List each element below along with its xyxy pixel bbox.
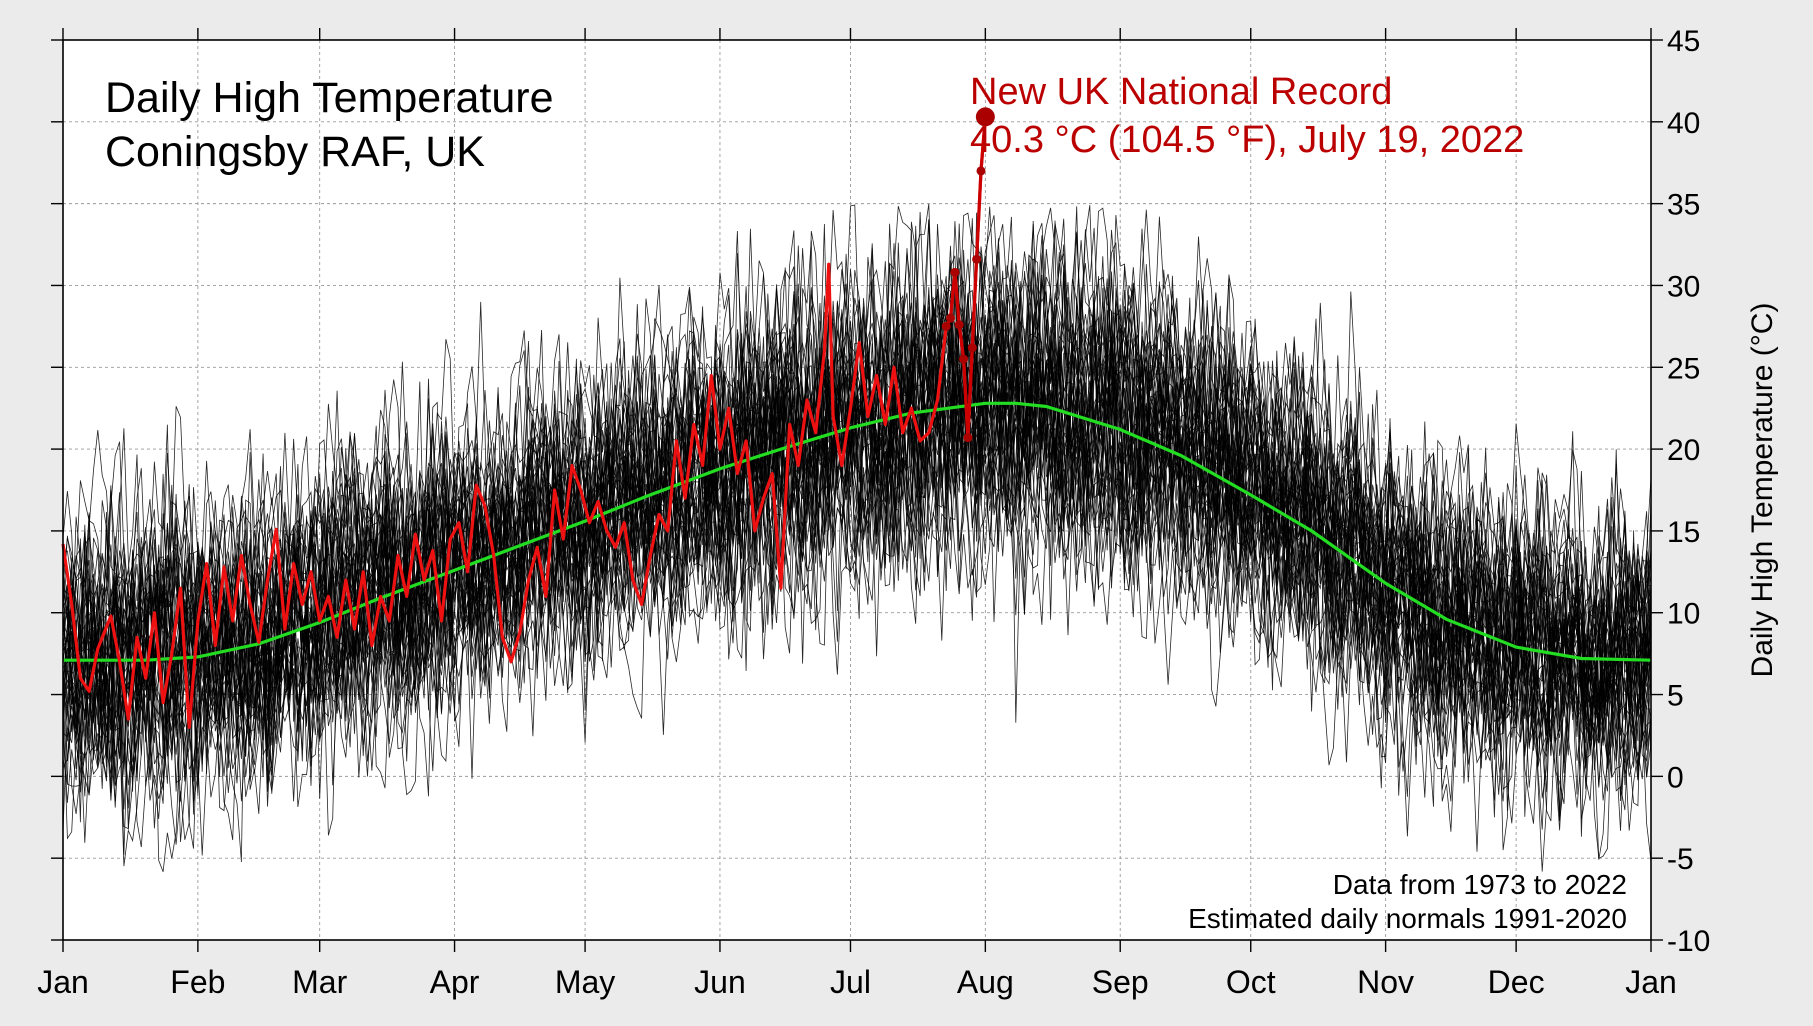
x-tick-label: Sep bbox=[1092, 964, 1149, 1000]
x-tick-label: Mar bbox=[292, 964, 347, 1000]
x-tick-label: Dec bbox=[1488, 964, 1545, 1000]
x-tick-label: Jul bbox=[830, 964, 871, 1000]
axis-ticks: Jan Feb Mar Apr May Jun Jul Aug Sep Oct Nov Dec Jan 4… bbox=[37, 25, 1710, 1000]
historical-year-line bbox=[62, 238, 1652, 849]
record-annotation-line2: 40.3 °C (104.5 °F), July 19, 2022 bbox=[970, 119, 1524, 161]
normal-series-line bbox=[63, 401, 1652, 662]
heatwave-point-marker bbox=[941, 321, 951, 331]
x-tick-label: Apr bbox=[430, 964, 480, 1000]
normal-series-group bbox=[63, 401, 1652, 662]
x-tick-label: Oct bbox=[1226, 964, 1276, 1000]
chart-subtitle: Coningsby RAF, UK bbox=[105, 128, 485, 176]
historical-year-line bbox=[62, 255, 1652, 781]
historical-year-line bbox=[62, 203, 1652, 863]
y-tick-label: 35 bbox=[1667, 189, 1700, 222]
historical-year-line bbox=[62, 269, 1652, 825]
historical-year-line bbox=[62, 299, 1652, 799]
historical-year-line bbox=[62, 289, 1652, 836]
chart-title: Daily High Temperature bbox=[105, 74, 554, 122]
historical-year-line bbox=[62, 221, 1652, 782]
y-tick-label: 15 bbox=[1667, 516, 1700, 549]
historical-year-line bbox=[62, 218, 1652, 824]
y-tick-label: 20 bbox=[1667, 434, 1700, 467]
heatwave-point-marker bbox=[963, 433, 973, 443]
y-tick-label: -10 bbox=[1667, 925, 1710, 958]
heatwave-point-marker bbox=[967, 343, 977, 353]
x-tick-label: Jun bbox=[694, 964, 746, 1000]
y-tick-label: 25 bbox=[1667, 352, 1700, 385]
historical-year-line bbox=[62, 215, 1652, 809]
heatwave-point-marker bbox=[954, 320, 964, 330]
heatwave-line bbox=[944, 116, 987, 438]
series-2022-group bbox=[61, 107, 995, 729]
x-tick-label: Jan bbox=[1625, 964, 1677, 1000]
historical-series-group bbox=[62, 203, 1652, 872]
y-tick-label: 45 bbox=[1667, 25, 1700, 58]
heatwave-point-marker bbox=[946, 313, 956, 323]
x-tick-label: May bbox=[555, 964, 615, 1000]
y-tick-label: -5 bbox=[1667, 843, 1694, 876]
y-tick-label: 10 bbox=[1667, 598, 1700, 631]
heatwave-point-marker bbox=[972, 254, 982, 264]
heatwave-point-marker bbox=[976, 166, 986, 176]
heatwave-point-marker bbox=[950, 267, 960, 277]
x-tick-label: Nov bbox=[1357, 964, 1414, 1000]
y-axis-label: Daily High Temperature (°C) bbox=[1746, 303, 1779, 678]
y-tick-label: 5 bbox=[1667, 680, 1684, 713]
historical-year-line bbox=[62, 270, 1652, 872]
note-normals: Estimated daily normals 1991-2020 bbox=[1188, 903, 1627, 934]
record-point-marker bbox=[975, 107, 995, 127]
historical-year-line bbox=[62, 207, 1652, 822]
historical-year-line bbox=[62, 222, 1652, 794]
x-tick-label: Aug bbox=[957, 964, 1014, 1000]
historical-year-line bbox=[62, 263, 1652, 804]
plot-frame bbox=[62, 39, 1652, 941]
heatwave-point-marker bbox=[959, 354, 969, 364]
record-annotation-line1: New UK National Record bbox=[970, 71, 1392, 113]
y-tick-label: 30 bbox=[1667, 270, 1700, 303]
x-tick-label: Feb bbox=[170, 964, 225, 1000]
y-tick-label: 0 bbox=[1667, 761, 1684, 794]
x-tick-label: Jan bbox=[37, 964, 89, 1000]
series-2022-line bbox=[61, 116, 987, 729]
y-tick-label: 40 bbox=[1667, 107, 1700, 140]
note-data-range: Data from 1973 to 2022 bbox=[1333, 869, 1627, 900]
